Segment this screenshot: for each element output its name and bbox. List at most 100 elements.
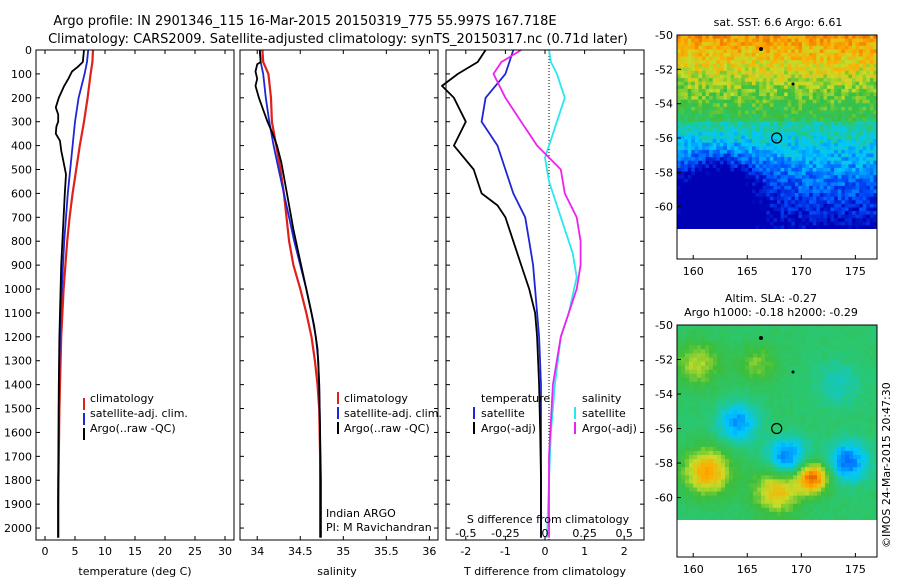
heatmap-cell: [794, 63, 799, 68]
heatmap-cell: [748, 207, 753, 212]
heatmap-cell: [816, 60, 821, 65]
heatmap-cell: [784, 85, 789, 90]
heatmap-cell: [844, 167, 849, 172]
heatmap-cell: [812, 67, 817, 72]
heatmap-cell: [801, 406, 806, 411]
heatmap-cell: [733, 450, 738, 456]
heatmap-cell: [791, 225, 796, 230]
heatmap-cell: [752, 78, 756, 83]
heatmap-cell: [802, 171, 806, 176]
heatmap-cell: [855, 70, 860, 75]
heatmap-cell: [685, 373, 690, 379]
heatmap-cell: [705, 110, 710, 115]
heatmap-cell: [853, 333, 858, 338]
heatmap-cell: [866, 225, 871, 230]
heatmap-cell: [759, 225, 764, 230]
heatmap-cell: [784, 106, 789, 111]
heatmap-cell: [681, 402, 686, 407]
heatmap-cell: [841, 422, 846, 427]
heatmap-cell: [693, 390, 698, 395]
heatmap-cell: [693, 345, 698, 350]
heatmap-cell: [791, 56, 796, 61]
heatmap-cell: [734, 139, 739, 144]
heatmap-cell: [861, 455, 866, 460]
heatmap-cell: [709, 430, 714, 436]
heatmap-cell: [689, 390, 694, 395]
heatmap-cell: [753, 438, 758, 444]
heatmap-cell: [691, 42, 696, 47]
heatmap-cell: [855, 124, 860, 129]
heatmap-cell: [793, 410, 798, 415]
heatmap-cell: [755, 121, 760, 126]
heatmap-cell: [749, 442, 754, 448]
heatmap-cell: [813, 337, 818, 342]
heatmap-cell: [702, 193, 706, 198]
heatmap-cell: [687, 207, 692, 212]
heatmap-cell: [717, 394, 722, 399]
heatmap-cell: [684, 160, 689, 165]
heatmap-cell: [705, 78, 710, 83]
heatmap-cell: [766, 81, 771, 86]
heatmap-cell: [730, 189, 735, 194]
heatmap-cell: [757, 394, 762, 399]
heatmap-cell: [691, 85, 696, 90]
heatmap-cell: [769, 361, 774, 367]
heatmap-cell: [862, 142, 867, 147]
heatmap-cell: [805, 103, 810, 108]
heatmap-cell: [859, 81, 864, 86]
heatmap-cell: [713, 377, 718, 383]
heatmap-cell: [712, 78, 717, 83]
heatmap-cell: [755, 124, 760, 129]
heatmap-cell: [759, 52, 764, 57]
heatmap-cell: [748, 214, 753, 219]
heatmap-cell: [685, 390, 690, 395]
heatmap-cell: [702, 153, 706, 158]
heatmap-cell: [802, 99, 806, 104]
heatmap-cell: [855, 214, 860, 219]
heatmap-cell: [857, 422, 862, 427]
heatmap-cell: [755, 103, 760, 108]
heatmap-cell: [713, 406, 718, 411]
heatmap-cell: [677, 185, 681, 190]
heatmap-cell: [841, 56, 846, 61]
heatmap-cell: [701, 385, 706, 391]
heatmap-cell: [827, 121, 831, 126]
x-tick-label: 15: [128, 545, 142, 558]
heatmap-cell: [802, 78, 806, 83]
heatmap-cell: [845, 398, 850, 403]
x-tick-label: -2: [460, 545, 471, 558]
heatmap-cell: [737, 139, 742, 144]
heatmap-cell: [855, 139, 860, 144]
heatmap-cell: [684, 157, 689, 162]
heatmap-cell: [787, 225, 792, 230]
heatmap-cell: [869, 402, 874, 407]
y-tick-label: 1100: [4, 307, 32, 320]
heatmap-cell: [702, 117, 706, 122]
salinity-xticks: 34 34.5 35 35.5 36: [240, 49, 438, 558]
heatmap-cell: [849, 410, 854, 415]
heatmap-cell: [684, 175, 689, 180]
heatmap-cell: [787, 56, 792, 61]
heatmap-cell: [823, 63, 828, 68]
heatmap-cell: [809, 325, 814, 330]
heatmap-cell: [677, 157, 681, 162]
heatmap-cell: [787, 96, 792, 101]
heatmap-cell: [693, 333, 698, 338]
heatmap-cell: [694, 49, 699, 54]
heatmap-cell: [866, 135, 871, 140]
heatmap-cell: [727, 160, 731, 165]
heatmap-cell: [841, 418, 846, 423]
heatmap-cell: [734, 153, 739, 158]
heatmap-cell: [757, 390, 762, 395]
heatmap-cell: [781, 446, 786, 452]
heatmap-cell: [869, 193, 874, 198]
heatmap-cell: [733, 329, 738, 334]
heatmap-cell: [773, 42, 778, 47]
heatmap-cell: [841, 203, 846, 208]
heatmap-cell: [797, 426, 802, 432]
heatmap-cell: [784, 225, 789, 230]
heatmap-cell: [791, 103, 796, 108]
heatmap-cell: [762, 146, 767, 151]
heatmap-cell: [812, 193, 817, 198]
heatmap-cell: [717, 365, 722, 371]
